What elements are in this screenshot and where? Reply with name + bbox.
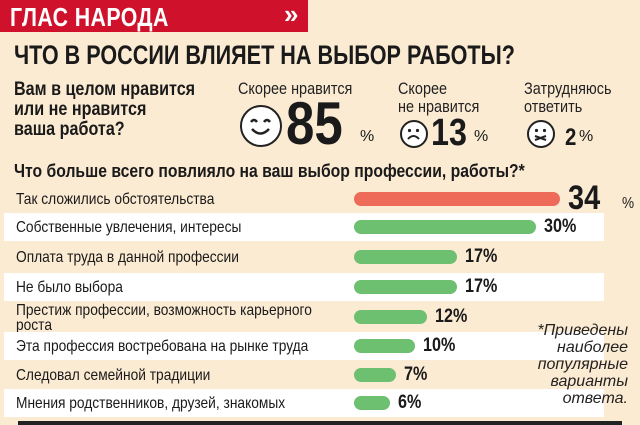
confused-face-icon — [527, 120, 555, 148]
category-label: Престиж профессии, возможность карьерног… — [16, 302, 312, 334]
category-label: Оплата труда в данной профессии — [16, 249, 239, 266]
bar — [354, 310, 427, 324]
value-label: 30% — [544, 216, 577, 237]
answer-label-line: ответить — [524, 97, 583, 116]
answer-value: 85 — [286, 90, 343, 157]
footnote-line: варианты — [550, 373, 629, 390]
value-label: 6% — [398, 392, 422, 413]
category-label: Мнения родственников, друзей, знакомых — [16, 395, 286, 412]
chevron-icon: » — [284, 0, 299, 29]
value-label: 17% — [465, 276, 498, 297]
smiling-face-icon — [240, 105, 282, 147]
answer-label: Скорее нравится — [238, 79, 353, 98]
chart-title: Что больше всего повлияло на ваш выбор п… — [14, 160, 525, 181]
chart-row: Оплата труда в данной профессии 17% — [4, 243, 604, 271]
bar — [354, 368, 397, 382]
answer-label-line: Затрудняюсь — [524, 79, 612, 98]
footnote-line: популярные — [537, 356, 628, 373]
value-label: 34 — [568, 179, 601, 217]
chart-row: Так сложились обстоятельства% 34 — [4, 179, 634, 217]
section-title: ГЛАС НАРОДА — [10, 2, 169, 32]
chart-row: Престиж профессии, возможность карьерног… — [4, 302, 604, 334]
chart-row: Не было выбора 17% — [4, 273, 604, 301]
question-1: Вам в целом нравится или не нравится ваш… — [14, 80, 195, 140]
question-line: Вам в целом нравится — [14, 79, 196, 100]
answer-label: Скорее не нравится — [398, 80, 479, 116]
value-label: 12% — [434, 306, 468, 327]
bar — [354, 250, 458, 264]
value-label: 7% — [404, 364, 428, 385]
bar — [354, 280, 458, 294]
answer-label: Затрудняюсь ответить — [524, 80, 612, 116]
percent-sign: % — [579, 128, 594, 145]
category-label: Следовал семейной традиции — [16, 367, 211, 384]
question-line: или не нравится — [14, 99, 147, 120]
footnote-line: ответа. — [562, 390, 628, 407]
answer-value: 2 — [565, 124, 577, 151]
category-label: Собственные увлечения, интересы — [16, 219, 242, 236]
bottom-rule — [18, 421, 622, 425]
sad-face-icon — [400, 120, 428, 148]
answer-label-line: не нравится — [398, 97, 480, 116]
category-label: Так сложились обстоятельства — [16, 191, 215, 208]
chart-row: Следовал семейной традиции 7% — [4, 361, 604, 389]
percent-sign: % — [474, 128, 489, 145]
chart-row: Мнения родственников, друзей, знакомых 6% — [4, 389, 604, 417]
answer-label-line: Скорее — [398, 79, 448, 98]
bar — [354, 396, 391, 410]
percent-sign: % — [360, 128, 375, 145]
category-label: Не было выбора — [16, 279, 123, 296]
chart-row: Эта профессия востребована на рынке труд… — [4, 332, 604, 360]
answer-value: 13 — [431, 112, 467, 154]
bar — [354, 339, 415, 353]
bar — [354, 192, 561, 206]
question-line: ваша работа? — [14, 119, 125, 140]
category-label-line: роста — [16, 317, 52, 334]
value-label: 17% — [465, 246, 498, 267]
footnote: *Приведены наиболее популярные варианты … — [537, 322, 628, 407]
bar — [354, 220, 537, 234]
percent-sign: % — [622, 195, 635, 212]
chart-row: Собственные увлечения, интересы 30% — [4, 213, 604, 241]
page-title: ЧТО В РОССИИ ВЛИЯЕТ НА ВЫБОР РАБОТЫ? — [14, 40, 515, 70]
value-label: 10% — [422, 335, 456, 356]
category-label: Эта профессия востребована на рынке труд… — [16, 338, 309, 355]
footnote-line: наиболее — [557, 339, 628, 356]
section-header: ГЛАС НАРОДА » — [0, 0, 308, 32]
footnote-line: *Приведены — [537, 322, 628, 339]
category-label-line: Престиж профессии, возможность карьерног… — [16, 302, 312, 319]
